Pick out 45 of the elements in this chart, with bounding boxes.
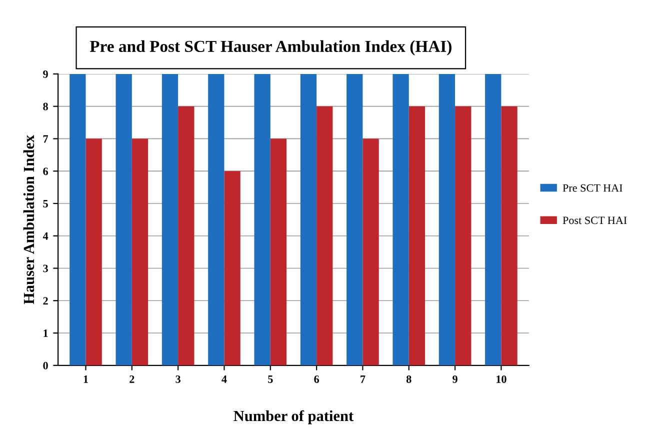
y-tick-label: 4 — [42, 232, 48, 240]
chart-title: Pre and Post SCT Hauser Ambulation Index (HAI) — [90, 40, 452, 56]
y-tick-label: 5 — [43, 200, 48, 208]
bar — [70, 74, 86, 366]
bar — [455, 106, 472, 366]
bar — [408, 106, 426, 366]
y-tick-label: 7 — [43, 135, 48, 143]
bar — [485, 74, 502, 366]
x-tick-label: 7 — [360, 376, 366, 383]
legend-label: Pre SCT HAI — [562, 184, 622, 192]
bar — [178, 106, 194, 366]
y-tick-label: 6 — [43, 168, 48, 176]
bar — [346, 74, 363, 366]
legend-label: Post SCT HAI — [562, 216, 627, 224]
bar — [132, 138, 148, 366]
x-tick-label: 4 — [222, 376, 227, 383]
x-tick-label: 8 — [406, 375, 412, 383]
x-tick-label: 1 — [84, 375, 88, 383]
y-tick-label: 2 — [43, 297, 48, 304]
bar — [254, 74, 270, 366]
x-tick-label: 9 — [452, 375, 458, 383]
bar — [362, 138, 379, 366]
y-tick-label: 0 — [43, 362, 48, 370]
bar — [270, 138, 287, 366]
x-tick-label: 5 — [268, 376, 273, 383]
x-tick-label: 10 — [496, 375, 506, 383]
y-tick-label: 9 — [43, 70, 48, 78]
bar — [116, 74, 132, 366]
x-axis-title: Number of patient — [234, 410, 354, 424]
x-tick-label: 3 — [176, 375, 180, 383]
x-tick-label: 2 — [130, 375, 134, 383]
y-tick-label: 3 — [43, 264, 48, 272]
bar — [438, 74, 456, 366]
bar — [392, 74, 409, 366]
x-tick-label: 6 — [314, 375, 320, 383]
bar — [208, 74, 224, 366]
bar — [86, 138, 102, 366]
y-tick-label: 1 — [44, 330, 48, 337]
bar — [316, 106, 333, 366]
bar — [300, 74, 317, 366]
bar — [501, 106, 518, 366]
bar — [162, 74, 178, 366]
y-tick-label: 8 — [43, 102, 48, 110]
y-axis-title: Hauser Ambulation Index — [23, 134, 34, 304]
bar — [224, 171, 240, 366]
